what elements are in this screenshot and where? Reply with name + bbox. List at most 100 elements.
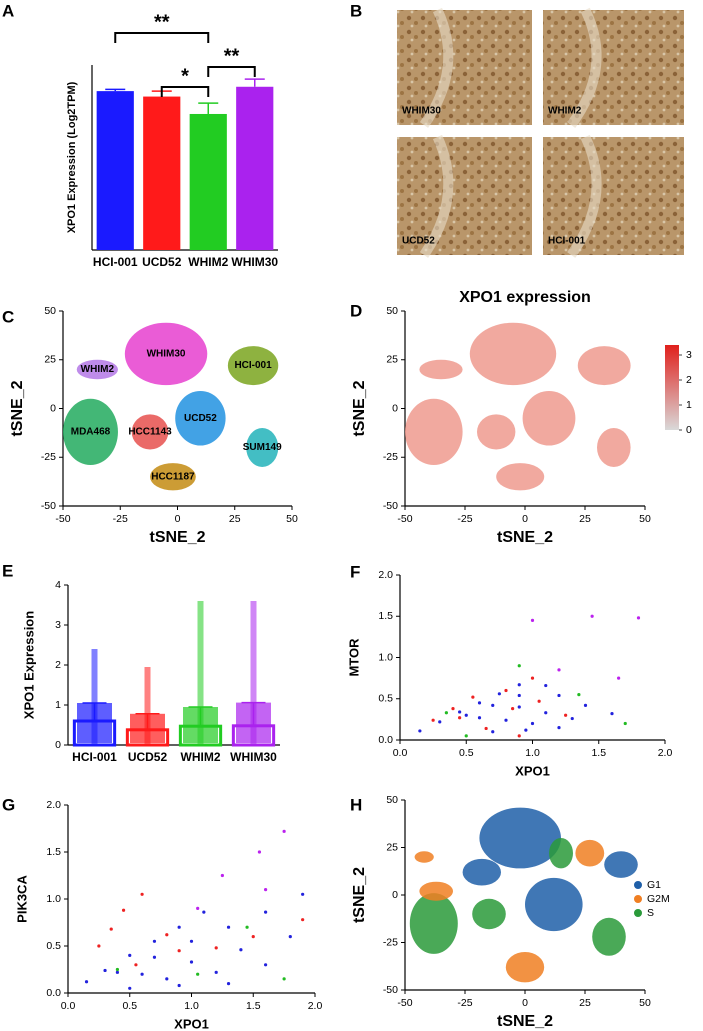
point [84,980,89,984]
y-tick-label: -50 [41,500,56,512]
y-tick-label: 0 [392,889,398,901]
image-label: UCD52 [402,236,435,247]
point [177,983,181,988]
x-tick-label: 0.5 [459,747,474,759]
y-tick-label: 1.0 [46,893,61,905]
point [557,668,561,672]
x-tick-label: 0 [522,997,528,1009]
point [530,618,535,622]
image-label: WHIM30 [402,106,441,117]
x-axis-label: XPO1 [515,763,550,778]
y-tick-label: 0.5 [378,693,393,705]
legend-swatch [634,881,642,889]
point [557,726,561,730]
point [152,939,157,943]
cluster [477,414,516,450]
point [497,692,501,696]
y-tick-label: 0.0 [46,987,61,999]
cluster [124,322,208,386]
point [471,695,475,699]
cluster [414,851,434,863]
x-tick-label: 1.5 [591,747,606,759]
point [464,734,468,738]
y-tick-label: 50 [386,794,398,806]
colorbar [665,345,679,430]
point-strip [250,601,257,745]
point [220,873,224,878]
point [477,716,482,720]
bar [236,86,274,250]
cluster [409,893,458,954]
colorbar-tick-label: 0 [686,424,692,436]
cluster-label: WHIM30 [147,349,186,360]
x-tick-label: UCD52 [128,750,168,764]
x-tick-label: WHIM30 [230,750,277,764]
y-tick-label: 50 [44,305,56,317]
x-tick-label: -25 [457,997,472,1009]
point [517,693,521,698]
x-tick-label: 1.0 [525,747,540,759]
histology-image [543,10,684,125]
x-axis-label: tSNE_2 [497,1013,553,1030]
x-tick-label: -50 [397,997,412,1009]
cluster [525,877,583,932]
point [165,933,169,937]
cluster [597,428,631,467]
x-axis-label: tSNE_2 [149,529,205,546]
point [636,616,641,620]
point [288,935,292,939]
bar [143,96,181,250]
cluster [131,414,169,450]
legend-label: G1 [647,879,661,891]
bar [96,91,134,250]
stroma-streak [419,134,454,258]
bar [189,113,227,251]
y-axis-label: tSNE_2 [351,867,368,923]
y-tick-label: 2 [55,659,61,671]
panel-label: G [2,795,15,814]
x-tick-label: -50 [397,513,412,525]
significance-label: ** [154,11,170,33]
y-tick-label: 3 [55,619,61,631]
point [189,939,194,943]
point [121,908,126,912]
point [617,676,621,680]
colorbar-tick-label: 2 [686,374,692,386]
point [444,711,448,715]
point [301,918,305,922]
x-tick-label: HCI-001 [93,255,138,269]
y-axis-label: tSNE_2 [9,380,26,436]
legend-swatch [634,895,642,903]
point [177,925,181,929]
significance-bracket [160,86,210,97]
x-axis-label: XPO1 [174,1016,209,1031]
cluster [227,346,279,386]
point [530,676,535,680]
point [517,683,521,687]
legend-swatch [634,909,642,917]
cluster-label: WHIM2 [81,364,115,375]
point [226,982,231,986]
point-strip [144,667,151,745]
point [504,688,508,693]
point [464,713,468,717]
point [264,963,268,967]
colorbar-tick-label: 1 [686,399,692,411]
cluster-label: HCI-001 [234,360,272,371]
x-tick-label: 0 [175,513,181,525]
y-tick-label: 0 [55,739,61,751]
point [477,701,482,705]
x-tick-label: 25 [579,513,591,525]
x-tick-label: 0 [522,513,528,525]
y-tick-label: 1.5 [378,610,393,622]
x-tick-label: 25 [229,513,241,525]
histology-image [397,137,532,255]
point [128,953,132,958]
histology-image [543,137,684,255]
x-tick-label: WHIM2 [188,255,228,269]
x-tick-label: 50 [639,997,651,1009]
point [245,925,249,929]
cluster [522,390,576,446]
x-tick-label: 1.5 [246,1000,261,1012]
cluster [592,917,626,956]
